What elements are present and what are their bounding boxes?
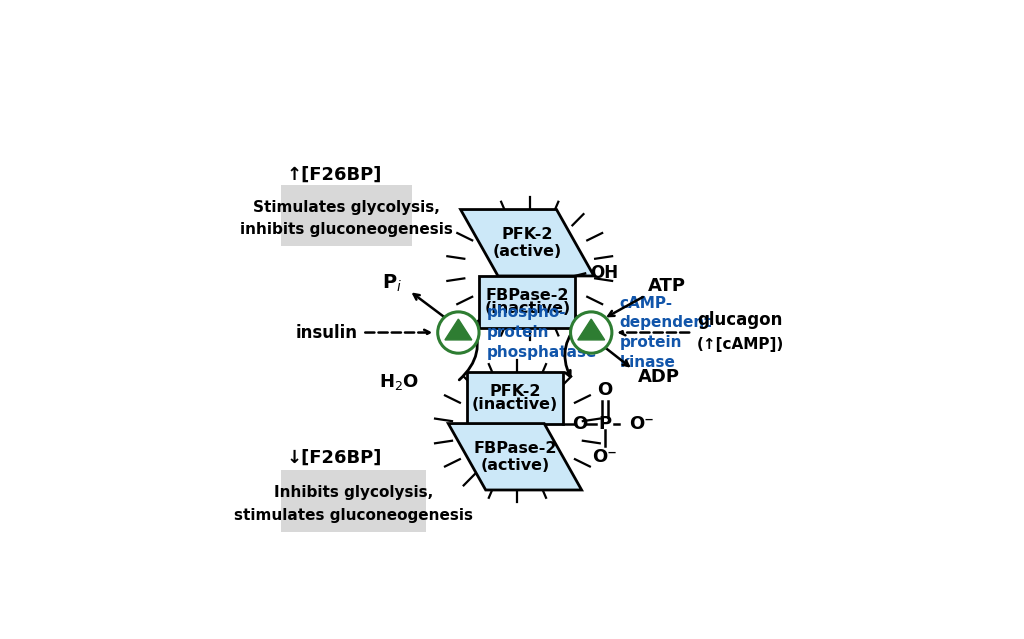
Text: ↑[F26BP]: ↑[F26BP] <box>286 166 382 184</box>
Text: P: P <box>598 415 611 433</box>
Text: protein: protein <box>486 325 549 340</box>
Text: FBPase-2: FBPase-2 <box>485 288 569 303</box>
Text: (active): (active) <box>480 458 550 473</box>
Text: glucagon: glucagon <box>697 311 782 329</box>
Polygon shape <box>461 210 594 276</box>
Text: ADP: ADP <box>638 368 680 386</box>
Text: kinase: kinase <box>620 355 675 369</box>
Text: stimulates gluconeogenesis: stimulates gluconeogenesis <box>234 508 473 523</box>
Text: O⁻: O⁻ <box>629 415 653 433</box>
Text: OH: OH <box>590 265 618 282</box>
Polygon shape <box>445 319 472 340</box>
Polygon shape <box>449 424 582 490</box>
Text: Inhibits glycolysis,: Inhibits glycolysis, <box>274 485 433 500</box>
Text: dependent: dependent <box>620 315 712 330</box>
Circle shape <box>437 312 479 353</box>
Text: PFK-2: PFK-2 <box>502 227 553 242</box>
Text: ↓[F26BP]: ↓[F26BP] <box>286 449 382 467</box>
Text: P$_i$: P$_i$ <box>382 273 401 294</box>
Polygon shape <box>467 372 563 424</box>
Text: H$_2$O: H$_2$O <box>379 372 420 392</box>
Text: PFK-2: PFK-2 <box>489 383 541 399</box>
Polygon shape <box>578 319 604 340</box>
Text: O: O <box>572 415 588 433</box>
Text: phospho-: phospho- <box>486 305 566 320</box>
Text: (active): (active) <box>493 244 562 259</box>
Text: phosphatase: phosphatase <box>486 344 597 360</box>
Polygon shape <box>479 276 575 328</box>
Text: FBPase-2: FBPase-2 <box>473 441 557 456</box>
Text: O⁻: O⁻ <box>592 448 617 466</box>
Text: Stimulates glycolysis,: Stimulates glycolysis, <box>253 200 440 215</box>
Circle shape <box>570 312 612 353</box>
Text: ATP: ATP <box>648 277 686 295</box>
Text: insulin: insulin <box>296 323 357 341</box>
Text: cAMP-: cAMP- <box>620 295 673 311</box>
FancyBboxPatch shape <box>282 470 426 532</box>
Text: (inactive): (inactive) <box>484 301 570 316</box>
Text: inhibits gluconeogenesis: inhibits gluconeogenesis <box>240 222 453 237</box>
Text: (↑[cAMP]): (↑[cAMP]) <box>697 337 784 352</box>
FancyBboxPatch shape <box>282 185 412 247</box>
Text: protein: protein <box>620 335 682 350</box>
Text: O: O <box>597 381 612 399</box>
Text: (inactive): (inactive) <box>472 397 558 412</box>
